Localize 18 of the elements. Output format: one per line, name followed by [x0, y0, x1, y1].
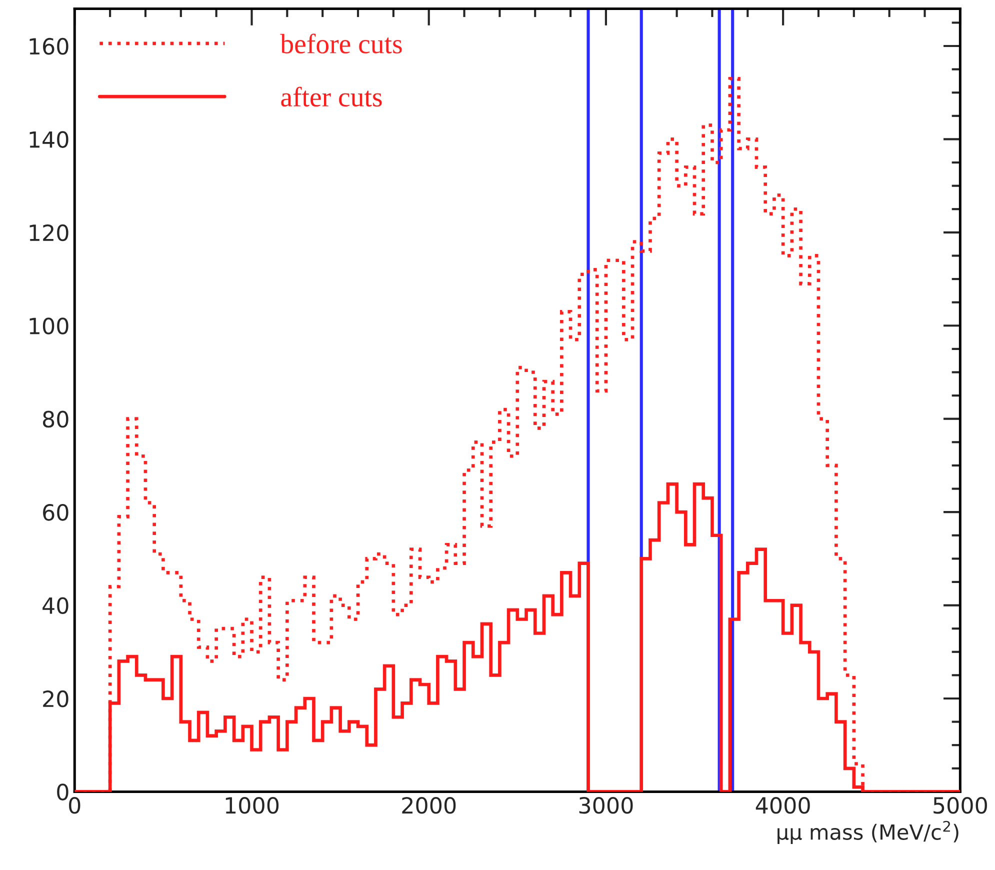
y-tick-label: 140 [30, 131, 68, 148]
x-tick-label: 1000 [226, 796, 279, 814]
y-tick-label: 120 [30, 224, 68, 242]
x-tick-label: 5000 [934, 796, 987, 814]
y-tick-label: 40 [42, 597, 68, 614]
x-tick-label: 2000 [402, 796, 456, 814]
x-tick-label: 0 [69, 796, 80, 814]
y-tick-label: 60 [43, 504, 68, 521]
legend-label: after cuts [281, 86, 382, 107]
x-tick-label: 4000 [756, 796, 810, 814]
x-axis-title: μμ mass (MeV/c$^{2}$) [778, 820, 958, 844]
x-tick-label: 3000 [579, 796, 633, 814]
y-tick-label: 80 [42, 410, 68, 428]
y-tick-label: 0 [57, 784, 68, 800]
y-tick-label: 160 [30, 38, 68, 55]
y-tick-label: 100 [30, 318, 68, 334]
legend-label: before cuts [280, 34, 402, 54]
y-tick-label: 20 [43, 690, 68, 708]
